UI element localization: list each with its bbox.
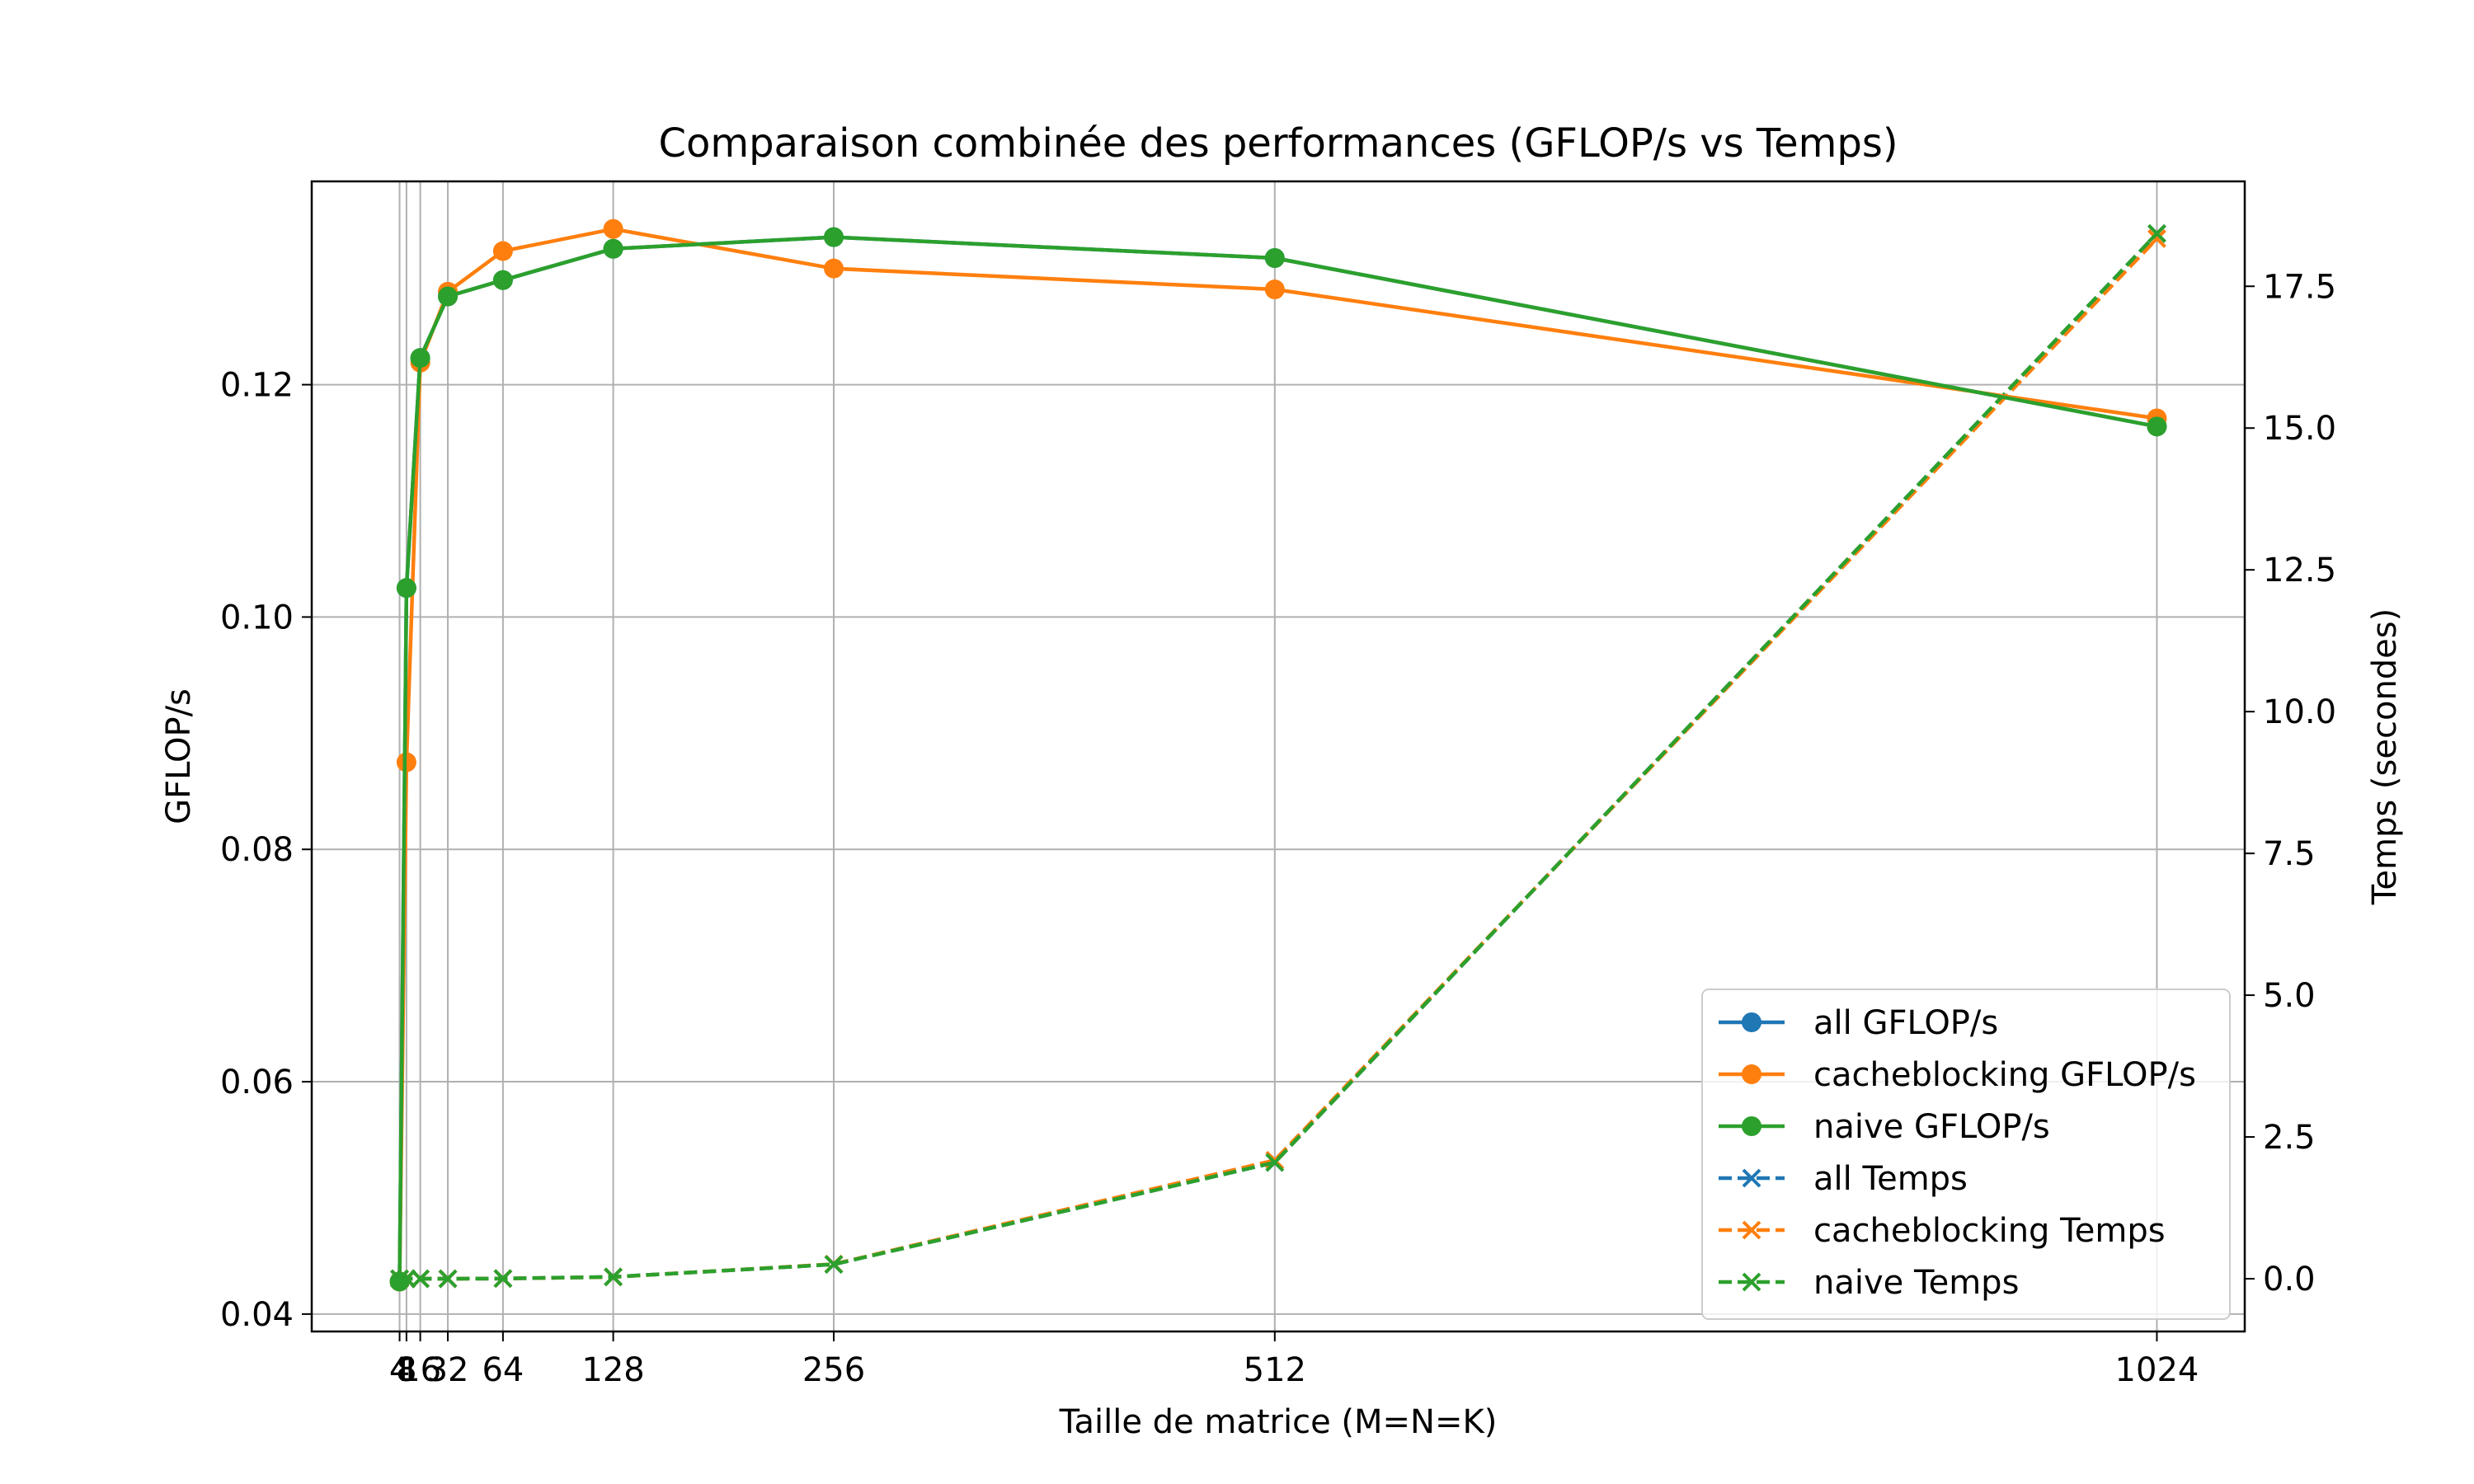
legend-label: cacheblocking Temps — [1813, 1212, 2166, 1250]
data-point — [603, 218, 623, 239]
data-point — [492, 241, 513, 261]
data-point — [492, 270, 513, 290]
chart-title: Comparaison combinée des performances (G… — [658, 120, 1898, 167]
legend-marker — [1742, 1272, 1761, 1292]
data-point — [1264, 248, 1285, 268]
x-axis-label: Taille de matrice (M=N=K) — [1059, 1403, 1498, 1441]
legend-marker — [1742, 1064, 1761, 1084]
data-point — [1264, 279, 1285, 300]
x-tick-label: 8 — [396, 1351, 416, 1389]
x-tick-label: 4 — [389, 1351, 410, 1389]
y-tick-label-right: 17.5 — [2263, 268, 2336, 306]
y-tick-label-left: 0.12 — [220, 367, 294, 405]
y-tick-label-right: 0.0 — [2263, 1261, 2316, 1298]
data-point — [438, 1269, 458, 1289]
legend-item: cacheblocking Temps — [1719, 1212, 2166, 1250]
x-tick-label: 512 — [1244, 1351, 1306, 1389]
data-point — [438, 286, 459, 307]
x-tick-label: 256 — [802, 1351, 865, 1389]
data-point — [2147, 223, 2166, 243]
data-point — [2147, 416, 2167, 437]
y-tick-label-left: 0.10 — [220, 599, 294, 636]
axes-frame — [310, 180, 2246, 1333]
legend-item: cacheblocking GFLOP/s — [1719, 1056, 2196, 1094]
legend-label: all GFLOP/s — [1813, 1004, 1998, 1042]
y-tick-label-right: 7.5 — [2263, 835, 2316, 873]
data-point — [396, 578, 416, 599]
legend-marker — [1742, 1168, 1761, 1188]
legend-marker — [1742, 1116, 1761, 1136]
plot-series — [389, 218, 2167, 1292]
legend: all GFLOP/s cacheblocking GFLOP/s naive GF… — [1701, 989, 2231, 1320]
y-tick-label-right: 5.0 — [2263, 977, 2316, 1015]
data-point — [1265, 1153, 1285, 1172]
legend-label: naive Temps — [1813, 1264, 2019, 1302]
x-tick-label: 128 — [581, 1351, 644, 1389]
legend-marker — [1742, 1012, 1761, 1032]
y-tick-label-right: 12.5 — [2263, 552, 2336, 589]
y-tick-label-left: 0.08 — [220, 831, 294, 869]
data-point — [824, 1255, 844, 1275]
x-tick-label: 32 — [427, 1351, 469, 1389]
y-tick-label-left: 0.06 — [220, 1064, 294, 1101]
legend-marker — [1742, 1220, 1761, 1240]
legend-label: cacheblocking GFLOP/s — [1813, 1056, 2196, 1094]
data-point — [604, 1267, 623, 1287]
x-tick-label: 64 — [482, 1351, 524, 1389]
legend-item: naive Temps — [1719, 1264, 2019, 1302]
x-tick-label: 16 — [399, 1351, 441, 1389]
legend-item: naive GFLOP/s — [1719, 1108, 2050, 1146]
data-point — [389, 1271, 410, 1292]
y-tick-label-left: 0.04 — [220, 1296, 294, 1334]
x-tick-label: 1024 — [2115, 1351, 2199, 1389]
data-point — [603, 238, 623, 259]
legend-item: all Temps — [1719, 1160, 1968, 1198]
legend-item: all GFLOP/s — [1719, 1004, 1998, 1042]
y-tick-label-right: 15.0 — [2263, 410, 2336, 448]
legend-box — [1701, 989, 2231, 1320]
y-tick-label-right: 10.0 — [2263, 693, 2336, 731]
data-point — [411, 1269, 430, 1289]
data-point — [824, 258, 844, 279]
data-point — [824, 227, 844, 247]
data-point — [2147, 229, 2166, 248]
legend-label: all Temps — [1813, 1160, 1968, 1198]
y-axis-label-left: GFLOP/s — [160, 688, 198, 824]
data-point — [493, 1269, 513, 1289]
legend-label: naive GFLOP/s — [1813, 1108, 2050, 1146]
y-axis-label-right: Temps (secondes) — [2366, 608, 2404, 905]
y-tick-label-right: 2.5 — [2263, 1119, 2316, 1157]
data-point — [410, 348, 430, 369]
